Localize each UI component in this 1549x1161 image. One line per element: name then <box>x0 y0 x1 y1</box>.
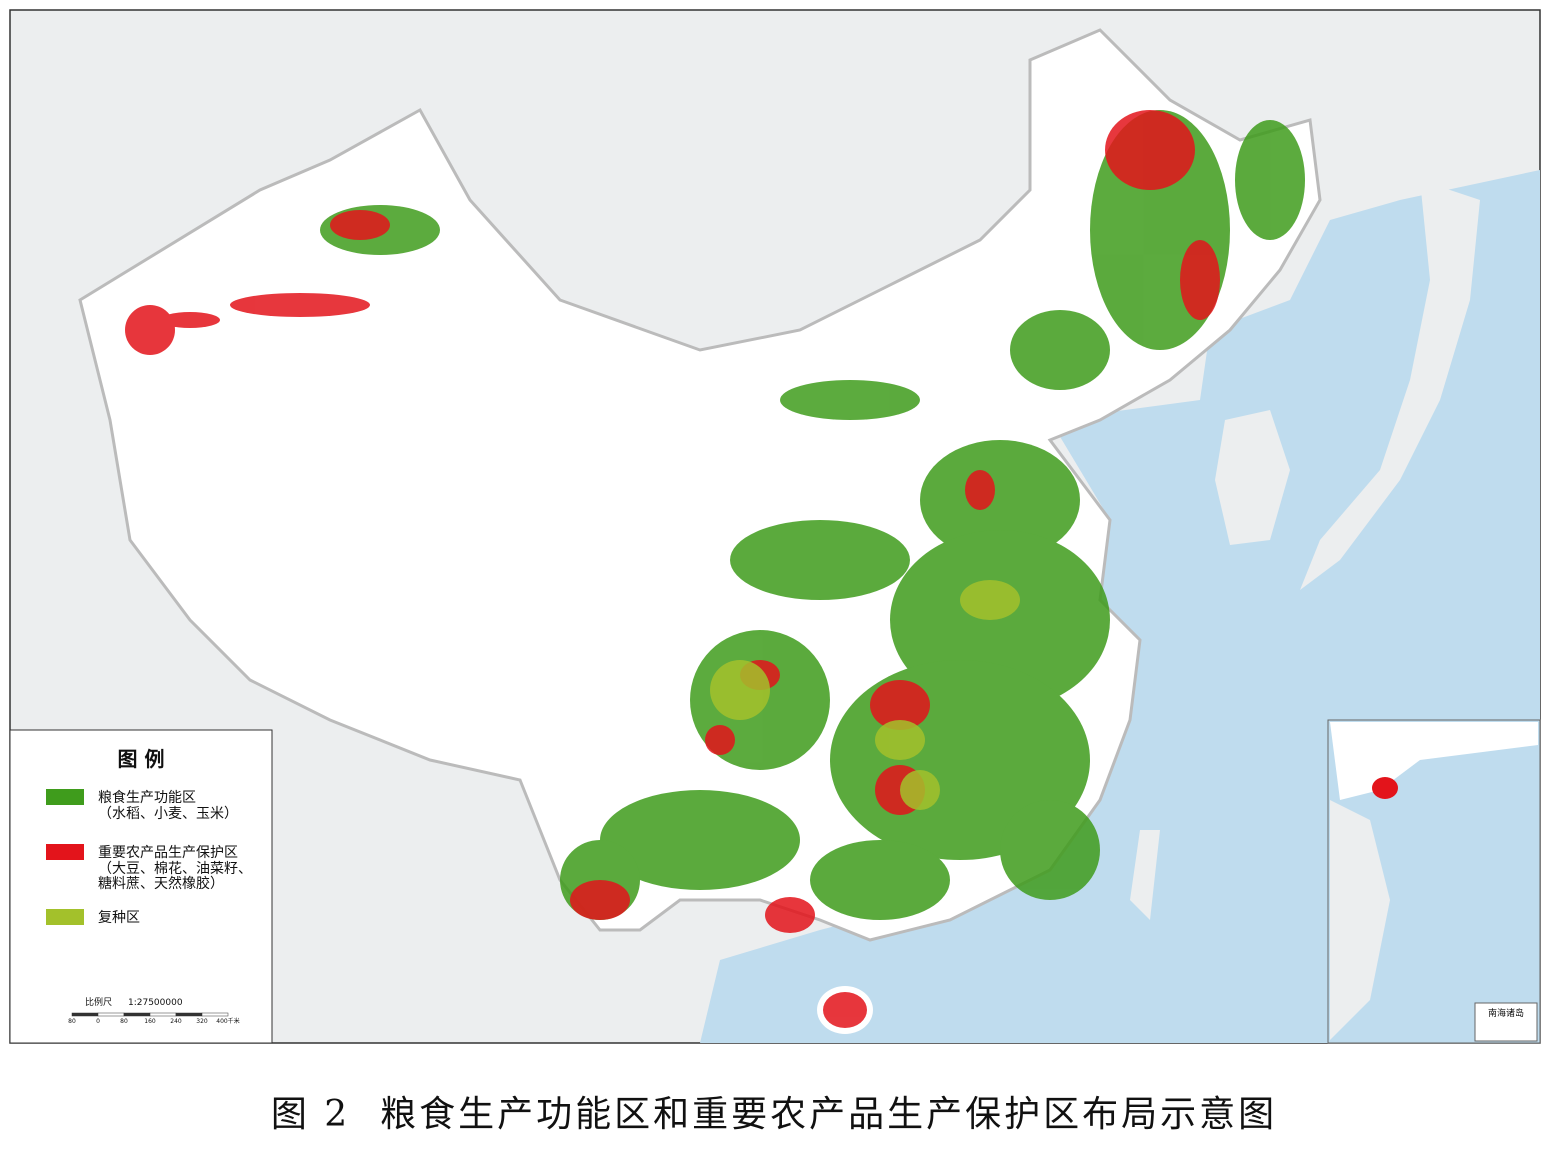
legend-swatch <box>46 789 84 805</box>
scale-bar <box>123 1012 151 1017</box>
multi-crop-zones <box>710 580 1020 810</box>
scale-tick-label: 320 <box>196 1018 208 1025</box>
legend-title: 图 例 <box>118 747 165 771</box>
scale-tick-label: 160 <box>144 1018 156 1025</box>
legend-note: （水稻、小麦、玉米） <box>98 806 238 822</box>
scale-bar <box>201 1012 229 1017</box>
scale-tick-label: 0 <box>96 1018 100 1025</box>
legend-swatch <box>46 909 84 925</box>
legend-note: 糖料蔗、天然橡胶） <box>98 875 224 892</box>
caption: 图 2 粮食生产功能区和重要农产品生产保护区布局示意图 <box>271 1094 1277 1135</box>
inset-hainan <box>1372 777 1398 799</box>
scale-bar <box>71 1012 99 1017</box>
scale-tick-label: 400千米 <box>216 1017 239 1025</box>
legend: 图 例 比例尺 1:27500000 粮食生产功能区（水稻、小麦、玉米） 重要农产… <box>9 729 273 1044</box>
scale-tick-label: 80 <box>68 1018 76 1025</box>
legend-label: 复种区 <box>98 909 140 926</box>
caption-title: 粮食生产功能区和重要农产品生产保护区布局示意图 <box>380 1094 1277 1135</box>
inset-land <box>1330 800 1390 1040</box>
inset: 南海诸岛 <box>1327 719 1541 1044</box>
taiwan <box>1130 830 1160 920</box>
scale-label: 比例尺 <box>85 996 112 1008</box>
korea <box>1215 410 1290 545</box>
legend-swatch <box>46 844 84 860</box>
scale-bar <box>175 1012 203 1017</box>
inset-title: 南海诸岛 <box>1488 1007 1524 1019</box>
scale-ratio: 1:27500000 <box>128 998 183 1008</box>
scale-tick-label: 240 <box>170 1018 182 1025</box>
scale-bar <box>97 1012 125 1017</box>
caption-figure: 图 2 <box>271 1094 350 1135</box>
zones <box>125 110 1305 1028</box>
japan <box>1300 180 1480 590</box>
legend-box <box>9 729 273 1044</box>
legend-note: （大豆、棉花、油菜籽、 <box>98 860 252 877</box>
inset-label-box <box>1474 1002 1538 1042</box>
legend-label: 重要农产品生产保护区 <box>98 845 238 861</box>
scale-bar <box>149 1012 177 1017</box>
protection-zones <box>125 110 1220 1028</box>
scale-tick-label: 80 <box>120 1018 128 1025</box>
legend-label: 粮食生产功能区 <box>98 789 196 806</box>
